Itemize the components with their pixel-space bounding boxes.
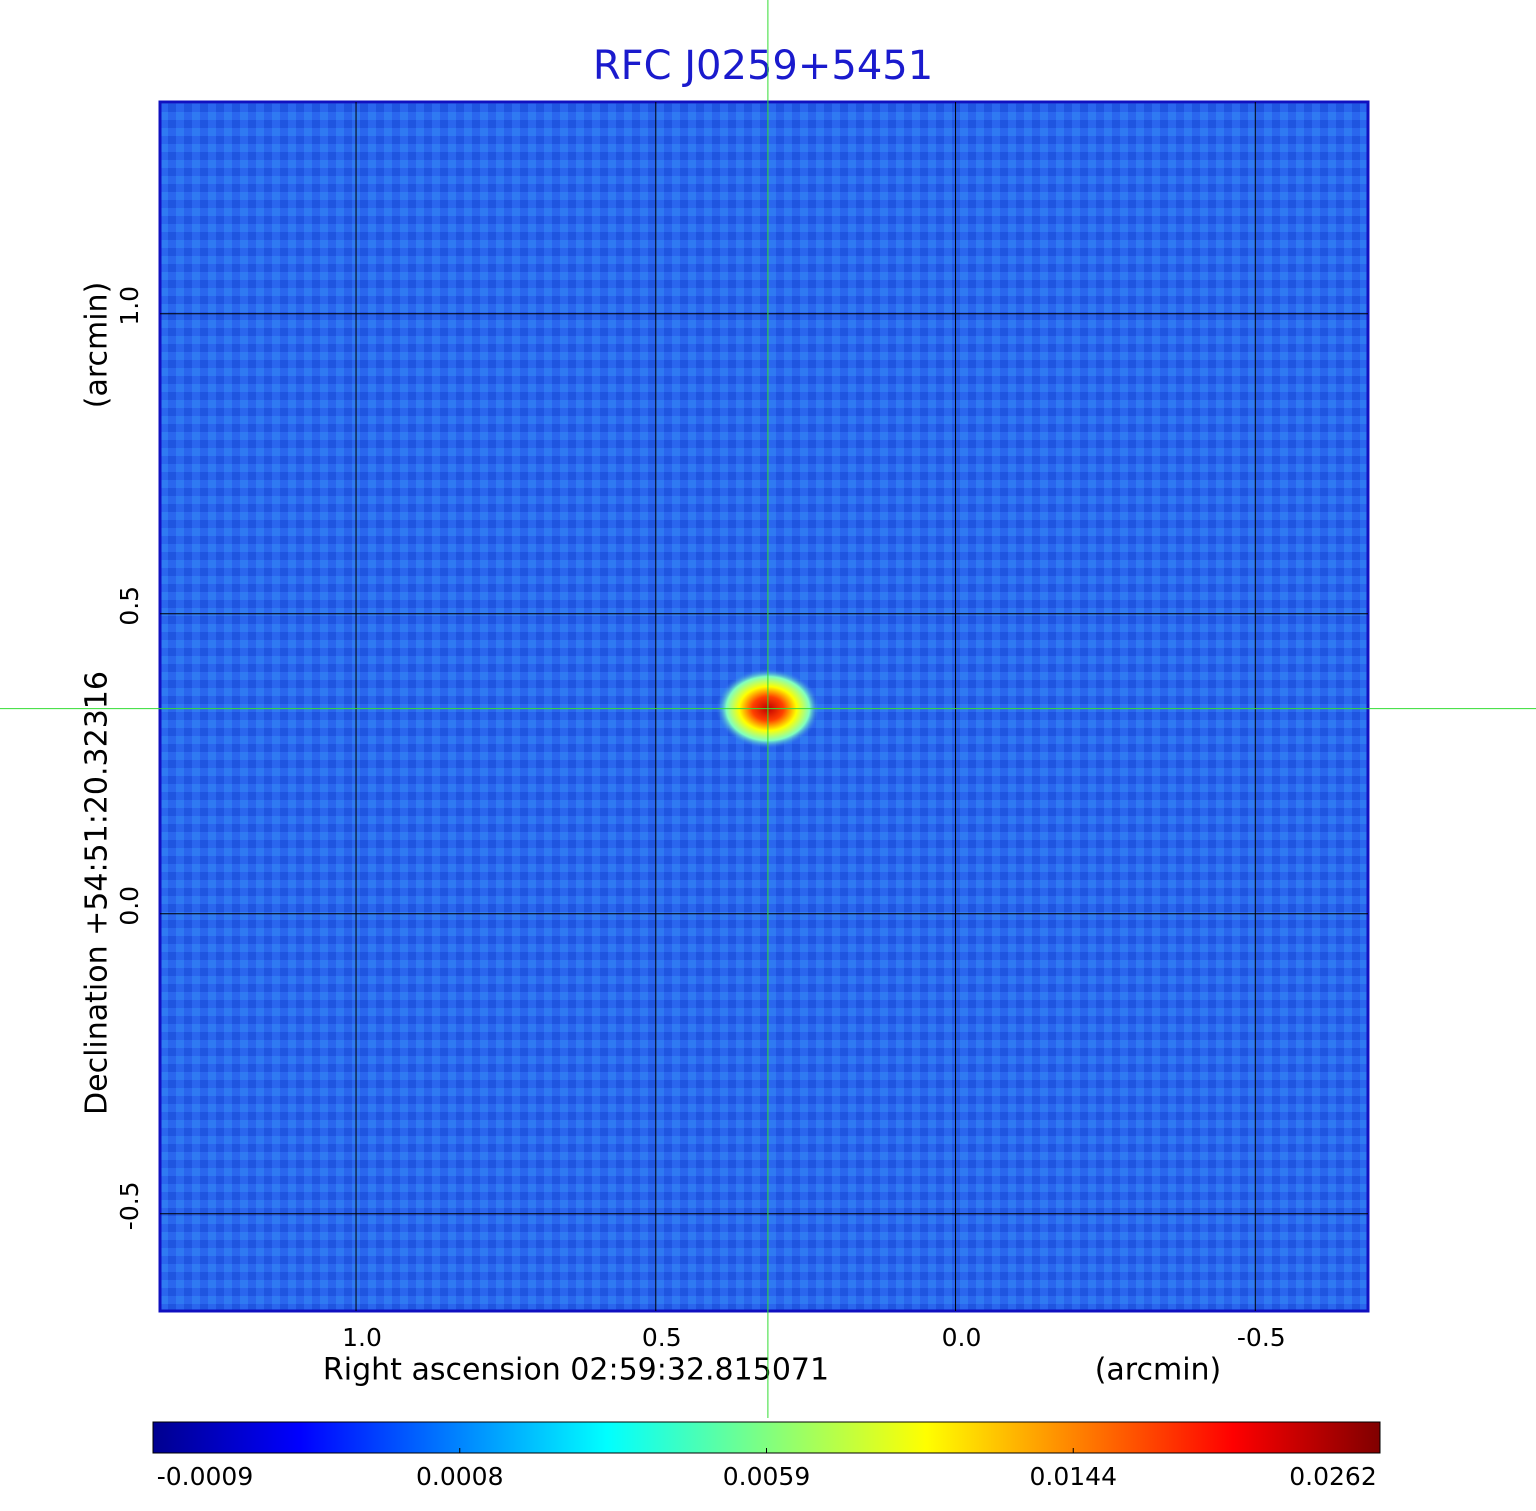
x-tick-label: -0.5 bbox=[1237, 1323, 1286, 1352]
colorbar bbox=[152, 1421, 1381, 1454]
y-axis-unit: (arcmin) bbox=[80, 282, 115, 409]
x-axis-unit: (arcmin) bbox=[1095, 1353, 1222, 1388]
x-tick-label: 0.5 bbox=[642, 1323, 682, 1352]
colorbar-tick-label: 0.0262 bbox=[1289, 1462, 1376, 1491]
chart-title: RFC J0259+5451 bbox=[593, 43, 933, 89]
colorbar-tick-label: 0.0059 bbox=[723, 1462, 810, 1491]
x-tick-label: 1.0 bbox=[342, 1323, 382, 1352]
y-tick-label: 0.0 bbox=[115, 886, 144, 926]
colorbar-tick-label: -0.0009 bbox=[157, 1462, 254, 1491]
y-tick-label: -0.5 bbox=[115, 1181, 144, 1230]
x-tick-label: 0.0 bbox=[942, 1323, 982, 1352]
y-axis-label: Declination +54:51:20.32316 bbox=[80, 671, 115, 1115]
colorbar-tick-label: 0.0008 bbox=[416, 1462, 503, 1491]
y-tick-label: 1.0 bbox=[115, 286, 144, 326]
y-tick-label: 0.5 bbox=[115, 586, 144, 626]
colorbar-tick-label: 0.0144 bbox=[1030, 1462, 1117, 1491]
x-axis-label: Right ascension 02:59:32.815071 bbox=[323, 1353, 829, 1388]
